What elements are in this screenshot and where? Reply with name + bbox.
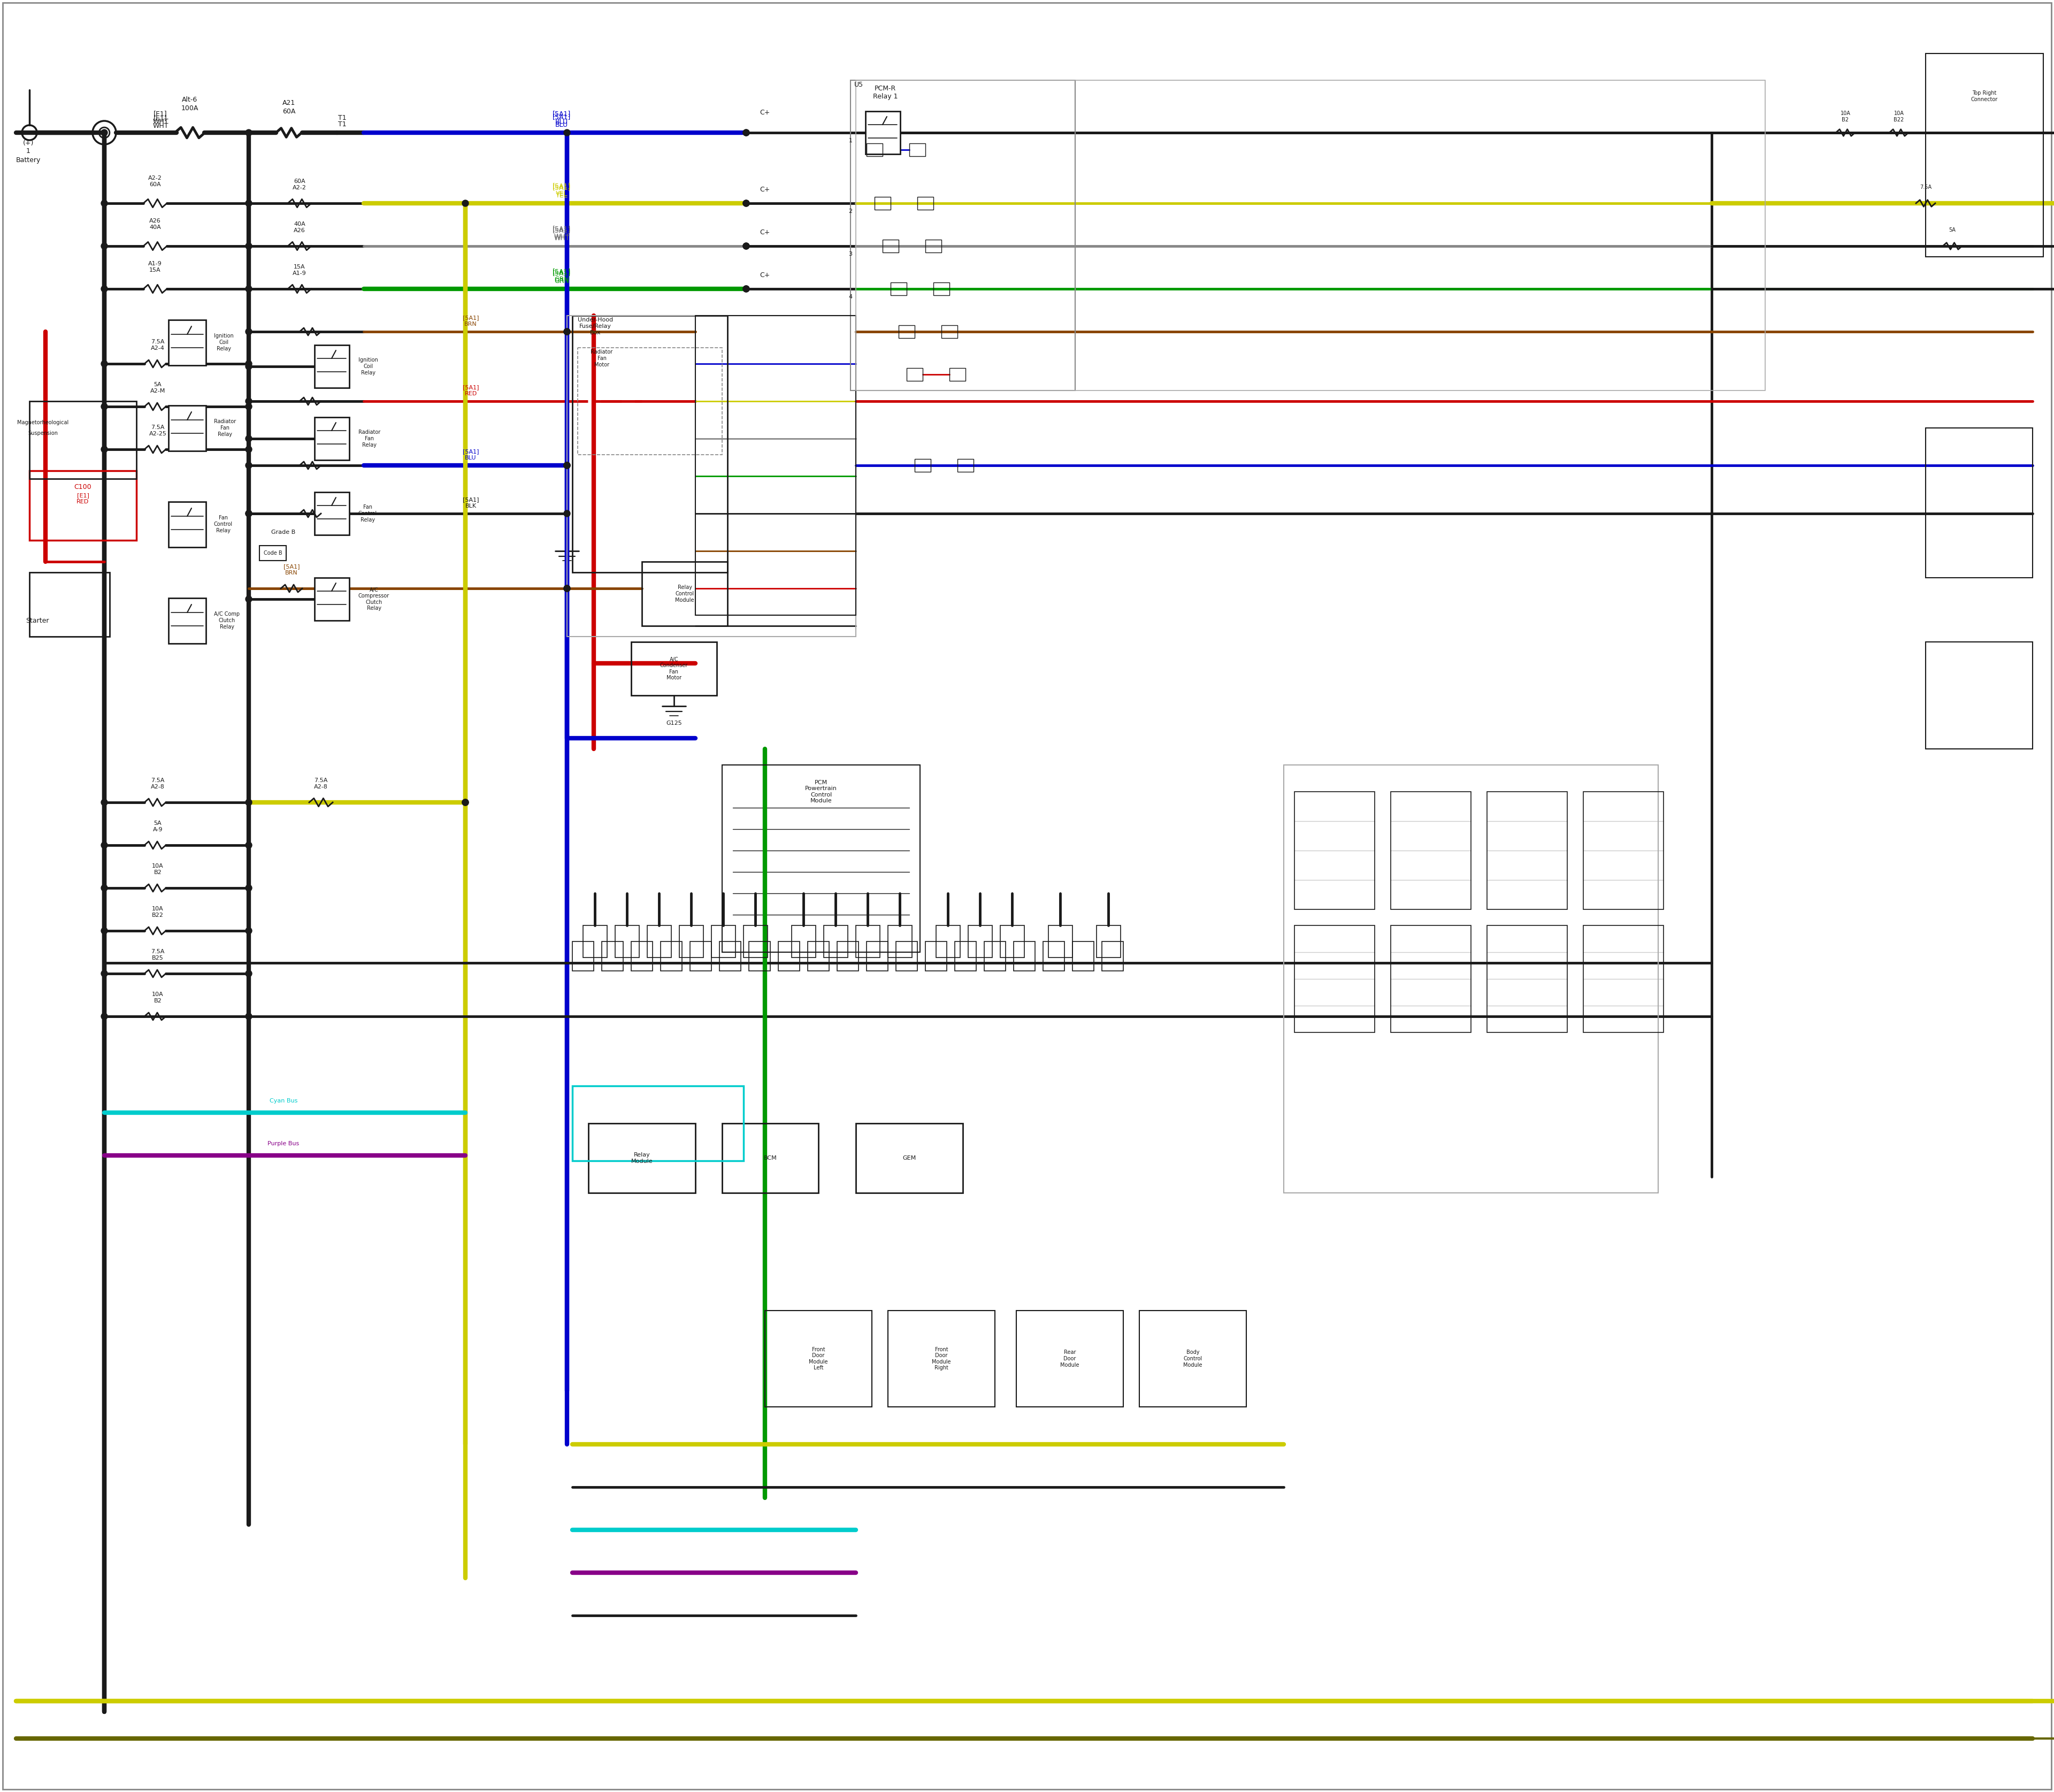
Text: 2: 2 — [848, 208, 852, 213]
Bar — [641, 561, 727, 625]
Bar — [1048, 925, 1072, 957]
Bar — [631, 642, 717, 695]
Bar — [896, 941, 918, 971]
Text: Radiator
Fan
Motor: Radiator Fan Motor — [592, 349, 612, 367]
Circle shape — [101, 129, 107, 136]
Bar — [1013, 941, 1035, 971]
Bar — [1391, 925, 1471, 1032]
Circle shape — [246, 201, 253, 206]
Circle shape — [246, 403, 253, 410]
Text: 60A
A2-2: 60A A2-2 — [292, 179, 306, 190]
Circle shape — [246, 511, 253, 516]
Text: 3: 3 — [848, 251, 852, 256]
Bar — [696, 315, 857, 615]
Bar — [587, 1124, 696, 1193]
Circle shape — [563, 462, 571, 468]
Bar — [168, 405, 205, 452]
Text: A/C
Compressor
Clutch
Relay: A/C Compressor Clutch Relay — [357, 588, 390, 611]
Circle shape — [246, 511, 253, 516]
Bar — [168, 321, 205, 366]
Circle shape — [563, 328, 571, 335]
Text: [5A1]
BLU: [5A1] BLU — [553, 109, 571, 125]
Text: Body
Control
Module: Body Control Module — [1183, 1349, 1202, 1367]
Circle shape — [744, 129, 750, 136]
Circle shape — [246, 446, 253, 453]
Circle shape — [246, 285, 253, 292]
Text: 1: 1 — [27, 149, 31, 154]
Bar — [857, 81, 1764, 391]
Bar — [259, 545, 286, 561]
Circle shape — [744, 129, 750, 136]
Text: C+: C+ — [760, 109, 770, 116]
Circle shape — [563, 586, 571, 591]
Bar — [857, 925, 879, 957]
Text: [5A1]
BRN: [5A1] BRN — [283, 564, 300, 575]
Bar — [1101, 941, 1124, 971]
Circle shape — [101, 928, 107, 934]
Bar — [29, 471, 136, 539]
Bar — [583, 925, 608, 957]
Text: A/C
Condenser
Fan
Motor: A/C Condenser Fan Motor — [659, 656, 688, 681]
Bar — [967, 925, 992, 957]
Bar — [602, 941, 622, 971]
Circle shape — [563, 462, 571, 468]
Circle shape — [563, 511, 571, 516]
Bar — [614, 925, 639, 957]
Text: Rear
Door
Module: Rear Door Module — [1060, 1349, 1078, 1367]
Text: [5A1]
RED: [5A1] RED — [462, 385, 479, 396]
Text: 5A: 5A — [1949, 228, 1955, 233]
Bar — [891, 283, 906, 296]
Circle shape — [744, 201, 750, 206]
Circle shape — [462, 201, 468, 206]
Bar — [711, 925, 735, 957]
Bar — [1487, 792, 1567, 909]
Bar — [647, 925, 672, 957]
Text: T1: T1 — [339, 122, 347, 127]
Circle shape — [563, 328, 571, 335]
Circle shape — [744, 244, 750, 249]
Text: [5A1]
GRN: [5A1] GRN — [553, 269, 571, 283]
Text: Top Right
Connector: Top Right Connector — [1972, 91, 1999, 102]
Text: Alt-6: Alt-6 — [183, 97, 197, 102]
Bar — [957, 459, 974, 471]
Text: 10A
B2: 10A B2 — [152, 864, 164, 874]
Circle shape — [101, 201, 107, 206]
Text: 10A
B22: 10A B22 — [152, 907, 164, 918]
Text: (+): (+) — [23, 140, 33, 147]
Text: U5: U5 — [854, 81, 863, 88]
Circle shape — [246, 398, 253, 405]
Circle shape — [563, 129, 571, 136]
Bar — [1043, 941, 1064, 971]
Text: C+: C+ — [760, 272, 770, 280]
Text: Relay
Control
Module: Relay Control Module — [676, 584, 694, 602]
Text: C100: C100 — [74, 484, 92, 491]
Bar — [906, 367, 922, 382]
Bar — [883, 240, 900, 253]
Text: [E1]
WHT: [E1] WHT — [152, 115, 168, 129]
Bar — [824, 925, 848, 957]
Text: G125: G125 — [665, 720, 682, 726]
Bar — [1294, 925, 1374, 1032]
Text: 40A
A26: 40A A26 — [294, 222, 306, 233]
Text: Grade B: Grade B — [271, 530, 296, 536]
Text: [5A1]
WHT: [5A1] WHT — [553, 228, 571, 242]
Bar — [1927, 642, 2033, 749]
Circle shape — [563, 586, 571, 591]
Text: 60A: 60A — [281, 108, 296, 115]
Circle shape — [246, 360, 253, 367]
Bar — [1017, 1310, 1124, 1407]
Circle shape — [246, 1012, 253, 1020]
Circle shape — [101, 969, 107, 977]
Circle shape — [246, 799, 253, 806]
Text: Front
Door
Module
Left: Front Door Module Left — [809, 1348, 828, 1371]
Bar — [314, 577, 349, 620]
Bar — [744, 925, 768, 957]
Circle shape — [246, 597, 253, 602]
Bar — [719, 941, 741, 971]
Circle shape — [246, 969, 253, 977]
Text: GEM: GEM — [902, 1156, 916, 1161]
Bar — [1072, 941, 1095, 971]
Circle shape — [246, 842, 253, 848]
Text: [5A1]
BLK: [5A1] BLK — [462, 496, 479, 509]
Bar — [918, 197, 933, 210]
